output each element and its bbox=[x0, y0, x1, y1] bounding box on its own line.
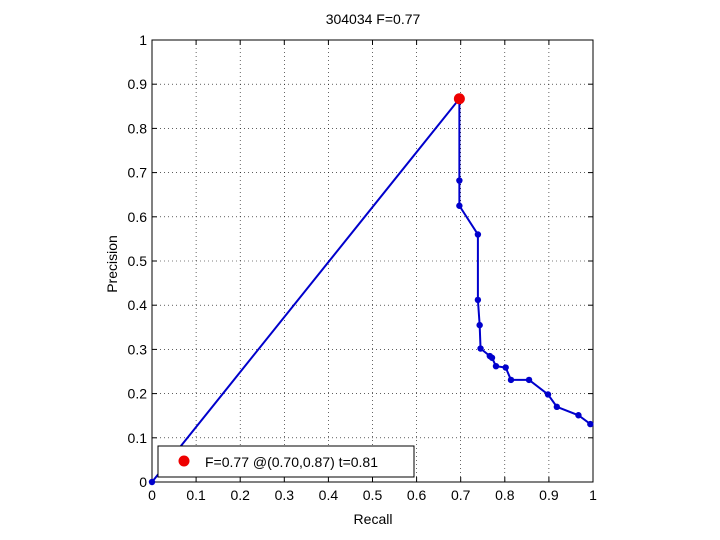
legend-label: F=0.77 @(0.70,0.87) t=0.81 bbox=[205, 454, 378, 470]
pr-data-point bbox=[492, 362, 500, 370]
pr-data-point bbox=[474, 296, 482, 304]
y-tick-label: 0.8 bbox=[128, 120, 148, 136]
pr-data-point bbox=[525, 376, 533, 384]
x-tick-label: 0.2 bbox=[230, 487, 250, 503]
y-tick-label: 0.1 bbox=[128, 430, 148, 446]
x-tick-label: 0.6 bbox=[407, 487, 427, 503]
y-tick-label: 0.5 bbox=[128, 253, 148, 269]
legend-box bbox=[157, 445, 415, 478]
y-tick-label: 1 bbox=[139, 32, 147, 48]
y-tick-label: 0.2 bbox=[128, 386, 148, 402]
y-tick-label: 0.6 bbox=[128, 209, 148, 225]
pr-data-point bbox=[456, 202, 463, 209]
pr-data-point bbox=[488, 354, 496, 361]
plot-area: 0 0.1 0.2 0.3 0.4 0.5 0.6 0.7 0.8 0.9 1 0 0.1 0.2 0.3 0… bbox=[128, 32, 598, 503]
x-tick-label: 0.9 bbox=[539, 487, 559, 503]
pr-data-point bbox=[507, 376, 515, 384]
x-tick-label: 0.7 bbox=[451, 487, 471, 503]
y-axis-label: Precision bbox=[104, 235, 120, 293]
pr-data-point bbox=[474, 231, 482, 238]
chart-title: 304034 F=0.77 bbox=[326, 11, 421, 27]
x-axis-label: Recall bbox=[354, 511, 393, 527]
y-tick-label: 0.4 bbox=[128, 297, 148, 313]
legend-marker bbox=[178, 455, 190, 467]
x-tick-label: 0.3 bbox=[275, 487, 295, 503]
pr-curve-line bbox=[151, 95, 591, 483]
x-tick-label: 1 bbox=[589, 487, 597, 503]
pr-data-point bbox=[456, 177, 463, 184]
x-tick-label: 0.8 bbox=[495, 487, 515, 503]
best-f-point bbox=[453, 93, 465, 105]
pr-data-point bbox=[544, 391, 552, 398]
y-tick-label: 0.7 bbox=[128, 165, 148, 181]
y-tick-label: 0.9 bbox=[128, 76, 148, 92]
pr-data-point bbox=[148, 478, 156, 486]
x-tick-label: 0 bbox=[148, 487, 156, 503]
pr-data-point bbox=[476, 321, 483, 329]
pr-data-point bbox=[477, 345, 484, 352]
pr-data-point bbox=[587, 420, 594, 428]
pr-data-point bbox=[575, 412, 582, 419]
y-tick-label: 0.3 bbox=[128, 341, 148, 357]
x-tick-label: 0.5 bbox=[363, 487, 383, 503]
x-tick-label: 0.1 bbox=[186, 487, 206, 503]
pr-data-point bbox=[553, 403, 561, 411]
y-tick-label: 0 bbox=[139, 474, 147, 490]
x-tick-label: 0.4 bbox=[319, 487, 339, 503]
pr-data-point bbox=[502, 364, 509, 371]
legend: F=0.77 @(0.70,0.87) t=0.81 bbox=[157, 445, 415, 478]
